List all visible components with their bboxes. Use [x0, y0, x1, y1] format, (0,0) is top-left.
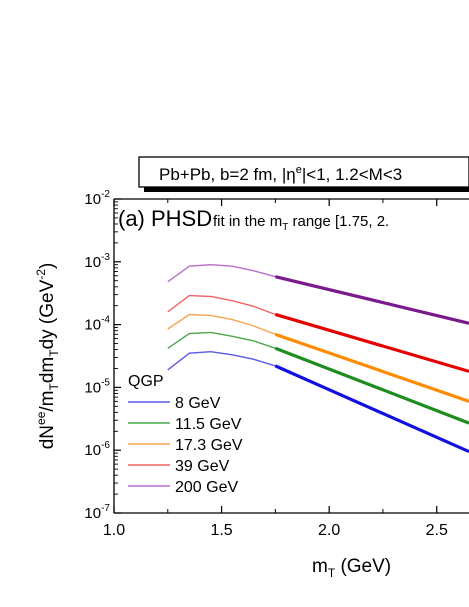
fit-line-2	[274, 346, 469, 425]
fit-line-3	[274, 332, 469, 403]
y-tick-label--6: 10-6	[84, 440, 110, 459]
fit-line-5	[274, 275, 469, 325]
panel-label: (a) PHSD	[118, 206, 212, 231]
x-tick-label-2.5: 2.5	[426, 522, 448, 539]
y-axis-label-b: /m	[37, 391, 58, 412]
title-box-shadow	[144, 187, 469, 192]
series-line-3	[167, 313, 276, 335]
x-axis-label-main: m	[312, 556, 328, 577]
y-axis-label: dNee/mTdmTdy (GeV-2)	[34, 263, 61, 450]
y-axis-label-sup2: -2	[34, 269, 48, 280]
legend: QGP 8 GeV 11.5 GeV 17.3 GeV 39 GeV 200 GeV	[128, 373, 243, 496]
legend-label-3: 17.3 GeV	[175, 437, 243, 454]
y-axis-label-e: )	[37, 263, 58, 269]
title-box-frame	[138, 156, 469, 188]
plot-frame	[113, 198, 469, 514]
y-tick-label--7: 10-7	[84, 503, 110, 522]
ticks: 1.0 1.5 2.0 2.5 10-2 10-3 10-4 10-5 10-6 10-7	[84, 189, 448, 539]
legend-label-5: 200 GeV	[175, 479, 238, 496]
series-1	[167, 350, 469, 454]
y-tick-label--4: 10-4	[84, 315, 110, 334]
y-axis-label-a: dN	[37, 425, 58, 449]
x-tick-label-1.5: 1.5	[210, 522, 232, 539]
x-axis-label-rest: (GeV)	[335, 556, 391, 577]
x-tick-label-2.0: 2.0	[318, 522, 340, 539]
legend-label-2: 11.5 GeV	[175, 416, 242, 433]
series-line-4	[167, 294, 276, 316]
legend-label-1: 8 GeV	[175, 395, 221, 412]
y-axis-label-sub2: T	[47, 349, 61, 357]
title-box-sup: e	[296, 164, 302, 176]
x-tick-label-1.0: 1.0	[103, 522, 125, 539]
fit-note-sub: T	[282, 222, 288, 233]
fit-line-4	[274, 312, 469, 373]
legend-title: QGP	[128, 373, 164, 390]
series-5	[167, 263, 469, 325]
legend-label-4: 39 GeV	[175, 458, 230, 475]
title-box-part2: |<1, 1.2<M<3	[302, 165, 402, 184]
y-axis-label-sup1: ee	[34, 411, 48, 425]
y-tick-label--5: 10-5	[84, 377, 110, 396]
title-box-text: Pb+Pb, b=2 fm, |ηe|<1, 1.2<M<3	[159, 164, 402, 184]
title-box: Pb+Pb, b=2 fm, |ηe|<1, 1.2<M<3	[138, 156, 469, 192]
x-axis-label-sub: T	[328, 566, 336, 580]
y-axis-label-d: dy (GeV	[37, 279, 58, 349]
y-axis-label-sub1: T	[47, 383, 61, 391]
x-axis-label: mT (GeV)	[312, 556, 391, 580]
y-tick-label--2: 10-2	[84, 189, 110, 208]
y-tick-label--3: 10-3	[84, 252, 110, 271]
fit-line-1	[274, 364, 469, 454]
fit-note-prefix: fit in the m	[213, 213, 282, 230]
series-layer	[167, 263, 469, 454]
series-line-5	[167, 263, 276, 283]
series-line-2	[167, 331, 276, 349]
title-box-part1: Pb+Pb, b=2 fm, |η	[159, 165, 296, 184]
series-4	[167, 294, 469, 373]
fit-note-rest: range [1.75, 2.	[288, 213, 389, 230]
series-line-1	[167, 350, 276, 371]
series-2	[167, 331, 469, 425]
y-axis-label-c: dm	[37, 357, 58, 383]
series-3	[167, 313, 469, 403]
fit-note: fit in the mT range [1.75, 2.	[213, 213, 389, 233]
